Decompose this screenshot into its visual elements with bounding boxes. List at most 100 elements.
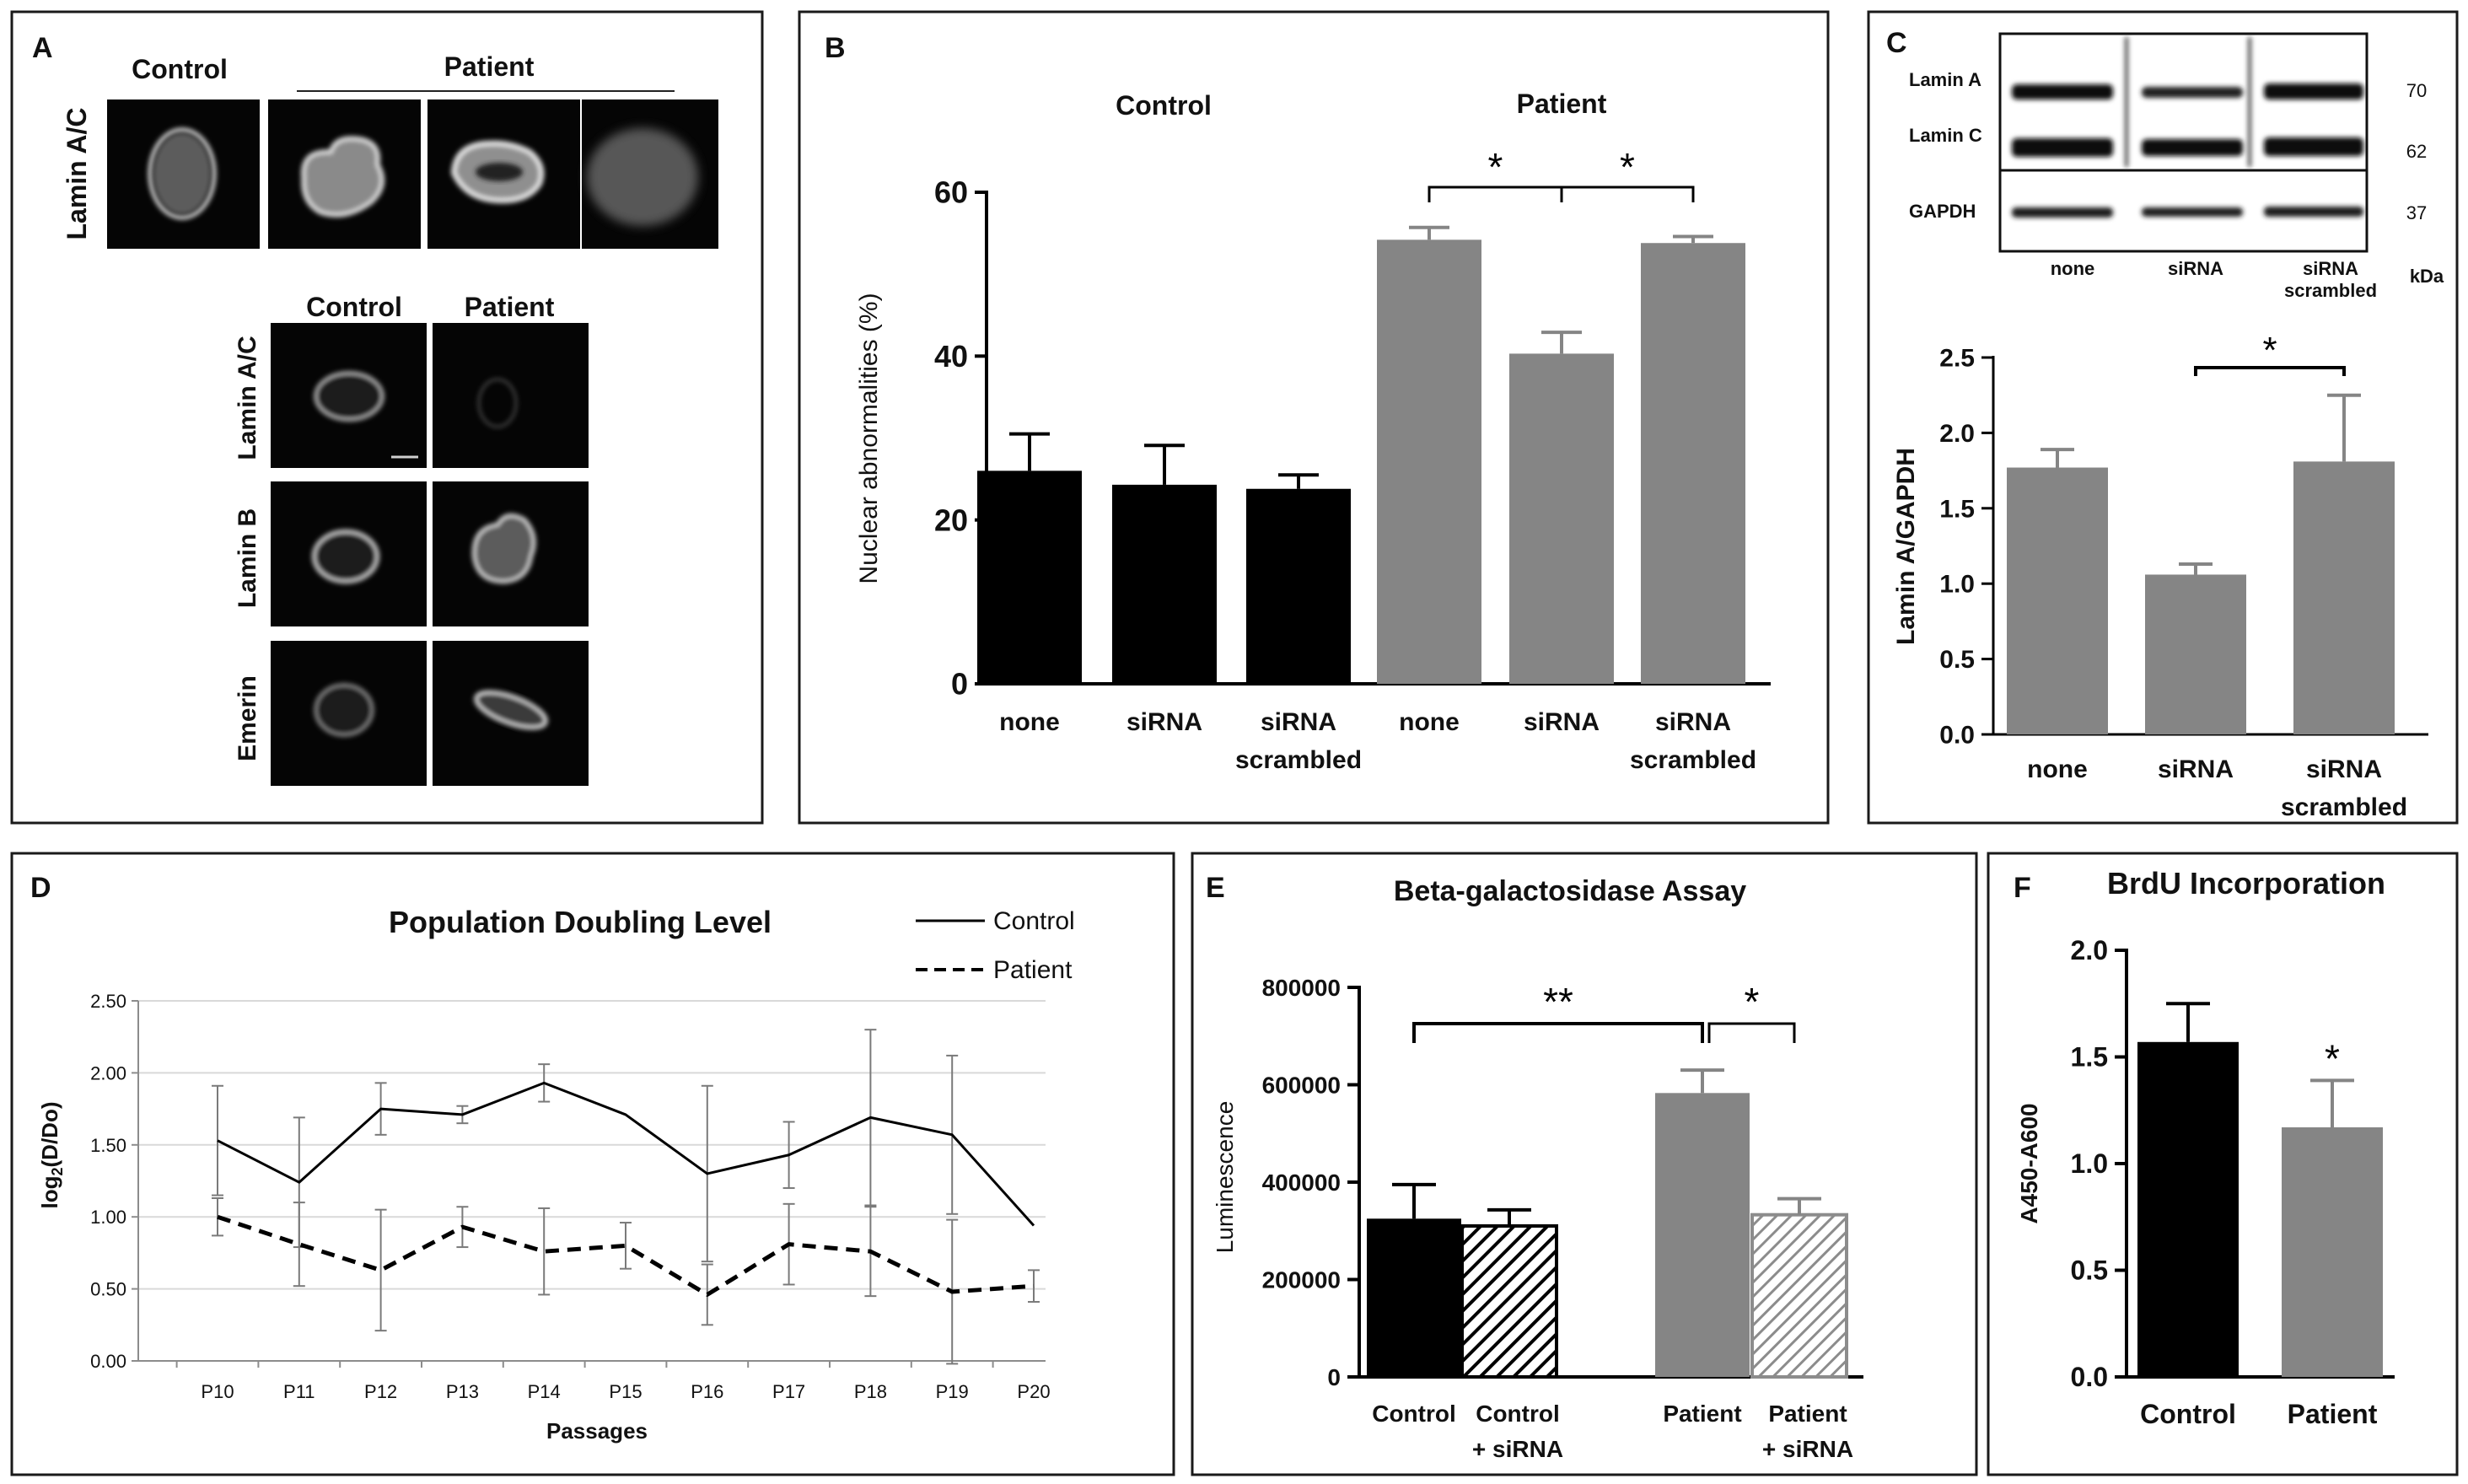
micrograph-control-lamin-ac-bottom <box>271 323 427 468</box>
c-x-label-2: siRNA scrambled <box>2281 755 2407 821</box>
panel-d-x-tick-label-0: P10 <box>201 1381 234 1402</box>
panel-e-sig-bracket-1 <box>1707 1022 1796 1043</box>
micrograph-patient-emerin <box>433 641 589 786</box>
blot-lane-label-2: siRNA scrambled <box>2284 258 2377 301</box>
micrograph-patient-lamin-ac-bottom <box>433 323 589 468</box>
e-bar-0 <box>1367 1218 1461 1377</box>
e-x-label-1: Control + siRNA <box>1472 1401 1563 1462</box>
b-x-label-4: siRNA <box>1524 708 1600 736</box>
c-y-tick-label: 0.5 <box>1939 646 1975 674</box>
panel-e-plot: 0 200000 400000 600000 800000 Control Control +… <box>1262 975 1863 1462</box>
e-x-label-2: Patient <box>1663 1401 1741 1427</box>
panel-c-sig-bracket <box>2194 366 2346 376</box>
panel-b-sig-bracket-0 <box>1428 186 1563 202</box>
legend-patient-label: Patient <box>993 956 1073 984</box>
panel-c: C Lamin A Lamin C GAPDH 70 62 37 <box>1886 27 2444 821</box>
panel-e-sig-star-1: * <box>1745 980 1760 1024</box>
panel-d-x-tick-label-3: P13 <box>446 1381 479 1402</box>
panel-e-title: Beta-galactosidase Assay <box>1394 875 1746 907</box>
f-y-tick-label: 2.0 <box>2071 935 2108 965</box>
panel-c-plot: 0.0 0.5 1.0 1.5 2.0 2.5 none siRNA siRNA scramble… <box>1892 330 2428 821</box>
micrograph-control-lamin-ac <box>107 99 260 249</box>
c-y-tick-label: 1.0 <box>1939 571 1975 599</box>
panel-a-border <box>10 10 764 825</box>
e-y-tick-label: 400000 <box>1262 1169 1341 1196</box>
c-bar-1 <box>2145 574 2246 734</box>
b-bar-3 <box>1377 239 1481 684</box>
panel-d-y-tick-label: 0.50 <box>90 1279 126 1300</box>
panel-d-border <box>10 852 1175 1476</box>
blot-lane-label-0: none <box>2051 258 2095 279</box>
panel-a-top-row-label: Lamin A/C <box>62 107 92 239</box>
panel-a-control-label: Control <box>132 54 228 84</box>
blot-lane-labels: none siRNA siRNA scrambled <box>2051 258 2377 301</box>
blot-label-gapdh: GAPDH <box>1909 201 1976 222</box>
panel-f-sig-star: * <box>2325 1036 2340 1080</box>
panel-a-col-patient: Patient <box>465 292 555 322</box>
f-y-tick-label: 1.0 <box>2071 1148 2108 1179</box>
panel-d-x-tick-label-7: P17 <box>772 1381 805 1402</box>
panel-e-border <box>1191 852 1978 1476</box>
panel-e-sig-star-0: ** <box>1543 980 1573 1024</box>
b-x-label-1: siRNA <box>1126 708 1202 736</box>
b-bar-5 <box>1641 243 1745 684</box>
panel-f-ylabel: A450-A600 <box>2016 1103 2042 1223</box>
b-y-tick-label: 20 <box>934 503 968 537</box>
panel-b-sig-bracket-1 <box>1560 186 1695 202</box>
panel-b-sig-star-1: * <box>1620 145 1635 189</box>
micrograph-patient-lamin-ac-3 <box>582 99 718 249</box>
panel-a-row-lamin-ac: Lamin A/C <box>234 336 261 460</box>
panel-a: A Control Patient Lamin A/C Control Pati… <box>32 32 718 786</box>
panel-d-xlabel: Passages <box>546 1418 648 1444</box>
panel-b-group-control: Control <box>1116 90 1212 121</box>
panel-f-border <box>1987 852 2459 1476</box>
c-x-label-0: none <box>2027 755 2088 783</box>
micrograph-patient-lamin-ac-2 <box>427 99 580 249</box>
panel-d-x-tick-label-6: P16 <box>691 1381 723 1402</box>
panel-d-x-tick-label-2: P12 <box>364 1381 397 1402</box>
b-y-tick-label: 60 <box>934 175 968 210</box>
b-bar-2 <box>1246 488 1351 684</box>
c-bar-2 <box>2293 461 2395 734</box>
b-x-label-5: siRNA scrambled <box>1630 708 1756 774</box>
panel-a-patient-label: Patient <box>444 51 535 82</box>
panel-d-line-patient <box>217 1214 1035 1297</box>
f-y-tick-label: 1.5 <box>2071 1042 2108 1073</box>
c-bar-0 <box>2007 467 2108 734</box>
panel-d-y-tick-label: 2.00 <box>90 1062 126 1083</box>
blot-lane-label-1: siRNA <box>2168 258 2223 279</box>
micrograph-patient-lamin-ac-1 <box>268 99 421 249</box>
western-blot <box>1998 32 2369 253</box>
panel-e: E Beta-galactosidase Assay Luminescence … <box>1206 872 1863 1462</box>
panel-d-y-tick-label: 1.50 <box>90 1135 126 1156</box>
panel-d-x-tick-label-9: P19 <box>936 1381 969 1402</box>
panel-f-letter: F <box>2014 872 2031 904</box>
b-x-label-3: none <box>1399 708 1460 736</box>
kda-37: 37 <box>2406 202 2427 223</box>
blot-label-lamin-c: Lamin C <box>1909 125 1982 146</box>
e-bar-2 <box>1655 1093 1750 1377</box>
micrograph-control-lamin-b <box>271 481 427 626</box>
panel-d-x-tick-label-1: P11 <box>283 1381 315 1402</box>
kda-70: 70 <box>2406 80 2427 101</box>
micrograph-patient-lamin-b <box>433 481 589 626</box>
panel-d-plot: 0.00 0.50 1.00 1.50 2.00 2.50 P10 P11 P12 P13 P14 P… <box>90 991 1050 1402</box>
panel-a-row-emerin: Emerin <box>234 675 261 761</box>
panel-b-border <box>798 10 1830 825</box>
panel-d-x-tick-label-8: P18 <box>854 1381 887 1402</box>
panel-d-letter: D <box>30 872 51 904</box>
c-y-tick-label: 0.0 <box>1939 722 1975 750</box>
panel-d-y-tick-label: 0.00 <box>90 1351 126 1372</box>
panel-b-letter: B <box>825 32 846 64</box>
e-y-tick-label: 800000 <box>1262 975 1341 1001</box>
e-x-label-0: Control <box>1372 1401 1456 1427</box>
e-y-tick-label: 200000 <box>1262 1266 1341 1293</box>
kda-unit: kDa <box>2410 266 2444 287</box>
c-y-tick-label: 1.5 <box>1939 495 1975 523</box>
blot-label-lamin-a: Lamin A <box>1909 69 1981 90</box>
panel-f-plot: 0.0 0.5 1.0 1.5 2.0 Control Patient * <box>2071 935 2395 1429</box>
e-x-label-3: Patient + siRNA <box>1762 1401 1853 1462</box>
panel-d-x-tick-label-4: P14 <box>528 1381 561 1402</box>
